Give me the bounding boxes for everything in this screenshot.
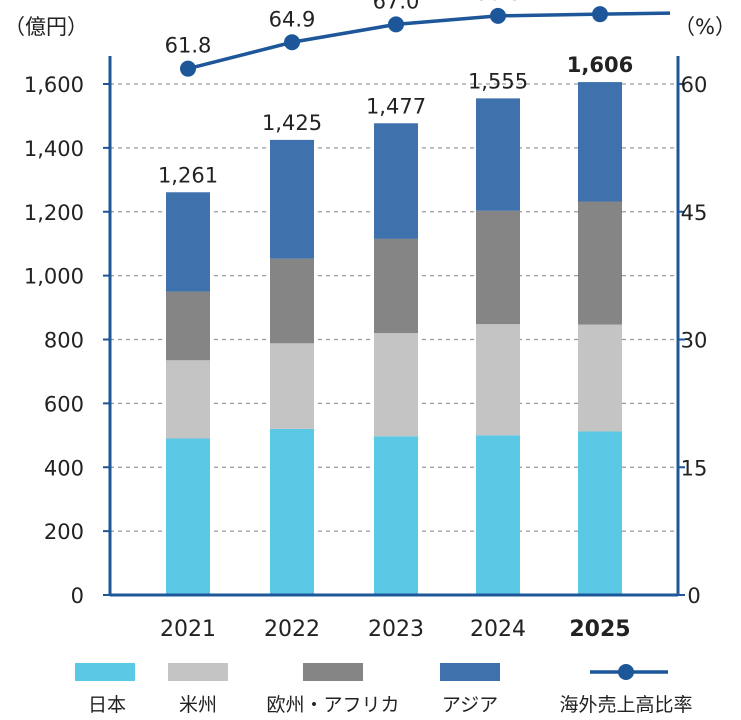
legend-label: 米州 (179, 694, 217, 716)
left-tick-label: 400 (44, 456, 84, 480)
left-tick-label: 1,000 (24, 265, 84, 289)
ratio-label: 61.8 (165, 34, 212, 58)
bar-segment (476, 324, 520, 436)
data-labels: 1,261 1,425 1,477 1,555 1,606 61.8 64.9 67.0 68.… (158, 0, 633, 187)
total-label: 1,606 (567, 53, 633, 77)
bar-segment (270, 343, 314, 429)
legend-swatch (440, 663, 500, 681)
left-tick-label: 600 (44, 392, 84, 416)
legend-label: 欧州・アフリカ (266, 694, 399, 716)
left-tick-label: 1,200 (24, 201, 84, 225)
bar-segment (578, 82, 622, 202)
bar-segment (270, 258, 314, 344)
ratio-line (187, 11, 671, 71)
ratio-label: 68.0 (475, 0, 522, 5)
legend: 日本 米州 欧州・アフリカ アジア 海外売上高比率 (75, 663, 693, 716)
legend-marker (618, 664, 634, 680)
x-tick-label: 2022 (264, 617, 320, 642)
left-tick-label: 800 (44, 329, 84, 353)
bar-segment (578, 324, 622, 432)
bar-segment (270, 428, 314, 595)
ratio-label: 68.2 (574, 0, 626, 3)
legend-swatch (75, 663, 135, 681)
bar-segment (476, 210, 520, 325)
bar-segment (166, 438, 210, 595)
ratio-point (180, 60, 196, 77)
overseas-ratio-line (180, 6, 671, 77)
total-label: 1,477 (366, 94, 426, 118)
legend-label: アジア (442, 694, 498, 716)
x-tick-label: 2021 (160, 617, 216, 642)
ratio-label: 64.9 (269, 7, 316, 31)
total-label: 1,425 (262, 111, 322, 135)
bar-segment (166, 192, 210, 292)
right-tick-label: 30 (681, 329, 708, 353)
ratio-point (284, 34, 300, 51)
legend-label: 海外売上高比率 (559, 694, 692, 716)
legend-label: 日本 (88, 694, 126, 716)
bar-segment (374, 436, 418, 595)
bar-segment (270, 139, 314, 259)
total-label: 1,555 (468, 69, 528, 93)
x-tick-label: 2024 (470, 617, 526, 642)
bar-segment (578, 201, 622, 325)
legend-swatch (303, 663, 363, 681)
right-tick-label: 60 (681, 73, 708, 97)
right-tick-label: 15 (681, 456, 708, 480)
bar-segment (578, 431, 622, 595)
ratio-point (490, 7, 506, 24)
bar-segment (476, 435, 520, 595)
right-tick-label: 0 (687, 584, 700, 608)
ratio-point (388, 16, 404, 33)
ratio-point (592, 6, 608, 23)
bar-segment (166, 360, 210, 439)
bar-segment (374, 238, 418, 334)
left-tick-label: 0 (71, 584, 84, 608)
right-axis-unit: （%） (674, 15, 736, 39)
stacked-bars (166, 82, 622, 595)
x-tick-label: 2023 (368, 617, 424, 642)
left-tick-label: 1,600 (24, 73, 84, 97)
bar-segment (166, 291, 210, 361)
axes: 2021 2022 2023 2024 202502004006008001,0001,… (4, 15, 736, 642)
x-tick-label: 2025 (569, 617, 630, 642)
ratio-label: 67.0 (373, 0, 420, 13)
left-axis-unit: （億円） (4, 15, 88, 39)
bar-segment (476, 98, 520, 211)
legend-swatch (168, 663, 228, 681)
total-label: 1,261 (158, 163, 218, 187)
bar-segment (374, 333, 418, 437)
bar-segment (374, 123, 418, 239)
right-tick-label: 45 (681, 201, 708, 225)
left-tick-label: 200 (44, 520, 84, 544)
left-tick-label: 1,400 (24, 137, 84, 161)
